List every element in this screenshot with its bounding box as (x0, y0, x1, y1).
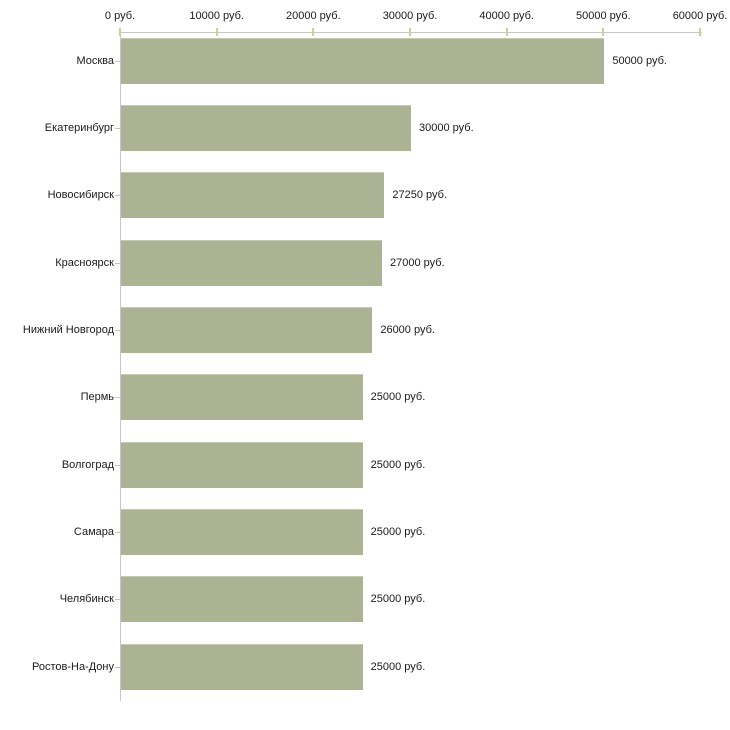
bar (121, 172, 385, 219)
x-axis-tick-label: 40000 руб. (479, 10, 534, 22)
value-label: 25000 руб. (370, 458, 426, 471)
y-axis-line (120, 32, 121, 701)
bar (121, 643, 363, 690)
category-tick (115, 262, 120, 264)
value-label: 25000 руб. (370, 525, 426, 538)
value-label: 50000 руб. (612, 54, 667, 67)
value-label: 30000 руб. (419, 121, 474, 134)
category-label: Ростов-На-Дону (31, 660, 114, 673)
category-label: Москва (76, 54, 114, 67)
category-label: Екатеринбург (44, 121, 114, 134)
bar (121, 239, 382, 286)
category-tick (115, 329, 120, 331)
category-label: Новосибирск (47, 189, 114, 202)
value-label: 27000 руб. (390, 256, 445, 269)
category-label: Нижний Новгород (22, 323, 114, 336)
category-tick (115, 195, 120, 197)
x-axis-tick-label: 0 руб. (104, 10, 136, 22)
bar (121, 306, 373, 353)
value-label: 27250 руб. (392, 189, 448, 202)
value-label: 26000 руб. (380, 323, 435, 336)
category-label: Челябинск (59, 593, 114, 606)
category-label: Красноярск (55, 256, 114, 269)
x-axis-tick (409, 28, 411, 36)
category-tick (115, 397, 120, 399)
x-axis-tick-label: 30000 руб. (382, 10, 438, 22)
x-axis-tick (505, 28, 508, 36)
category-tick (115, 60, 120, 62)
x-axis-tick (312, 28, 315, 36)
category-label: Самара (73, 525, 114, 538)
category-tick (115, 464, 120, 466)
category-tick (115, 127, 120, 129)
category-tick (115, 599, 120, 601)
x-axis-tick (119, 28, 121, 36)
category-label: Пермь (80, 391, 114, 404)
value-label: 25000 руб. (370, 391, 426, 404)
x-axis-tick-label: 60000 руб. (672, 10, 728, 22)
bar (121, 37, 605, 84)
category-tick (115, 531, 120, 533)
bar (121, 508, 363, 555)
x-axis-tick (699, 28, 701, 36)
category-label: Волгоград (61, 458, 114, 471)
x-axis-tick-label: 20000 руб. (286, 10, 341, 22)
category-tick (115, 666, 120, 668)
value-label: 25000 руб. (370, 660, 426, 673)
bar (121, 374, 363, 421)
x-axis-tick (215, 28, 218, 36)
x-axis-line (120, 32, 702, 33)
x-axis-tick-label: 10000 руб. (189, 10, 244, 22)
x-axis-tick-label: 50000 руб. (576, 10, 631, 22)
bar (121, 104, 411, 151)
bar (121, 441, 363, 488)
value-label: 25000 руб. (370, 593, 426, 606)
bar (121, 576, 363, 623)
x-axis-tick (602, 28, 605, 36)
